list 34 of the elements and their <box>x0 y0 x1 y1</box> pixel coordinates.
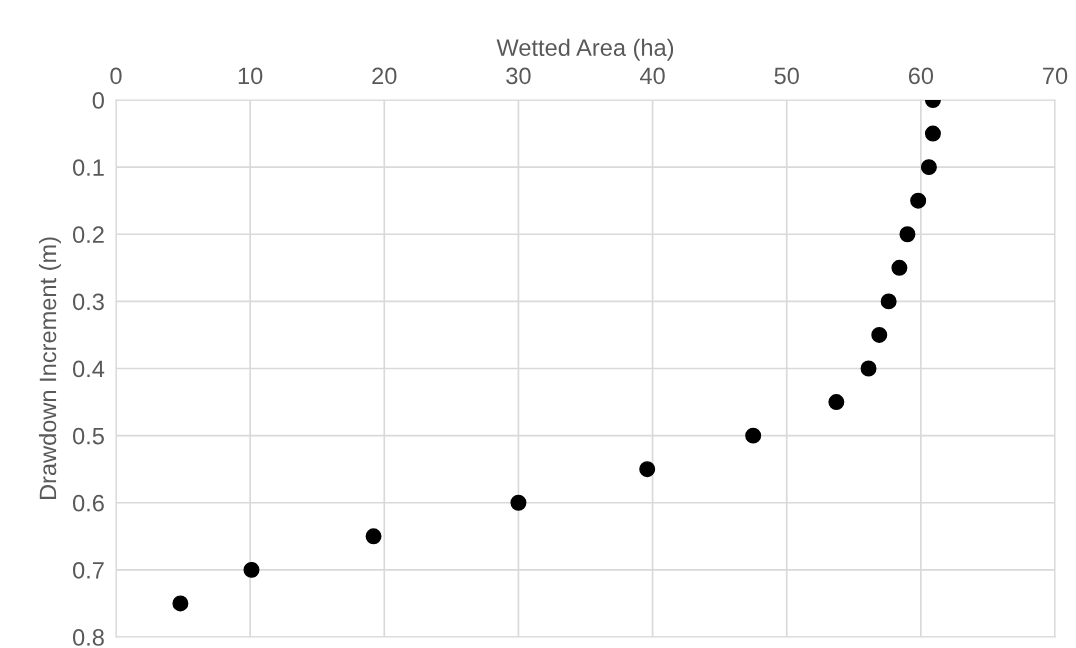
y-axis-title: Drawdown Increment (m) <box>38 237 61 500</box>
y-tick-label: 0.6 <box>72 494 104 512</box>
x-tick-label: 30 <box>506 67 531 85</box>
x-tick-label: 10 <box>238 67 263 85</box>
x-tick-label: 70 <box>1043 67 1068 85</box>
y-tick-label: 0 <box>92 92 104 109</box>
y-tick-label: 0.5 <box>72 427 104 445</box>
point <box>924 125 941 142</box>
x-tick-label: 50 <box>774 67 799 85</box>
point <box>745 427 762 444</box>
point <box>880 293 897 310</box>
y-tick-label: 0.8 <box>72 629 104 646</box>
point <box>899 226 916 243</box>
point <box>365 528 382 545</box>
y-tick-label: 0.4 <box>72 360 105 378</box>
x-tick-label: 20 <box>372 67 397 85</box>
point <box>639 461 656 478</box>
point <box>860 360 877 377</box>
y-tick-label: 0.2 <box>72 226 104 244</box>
x-tick-label: 60 <box>908 67 934 85</box>
point <box>871 326 888 343</box>
point <box>910 192 927 209</box>
point <box>920 159 937 176</box>
point <box>243 561 260 578</box>
point <box>172 595 189 612</box>
y-tick-label: 0.3 <box>72 293 104 311</box>
point <box>828 394 845 411</box>
x-tick-label: 40 <box>639 67 665 85</box>
point <box>510 494 527 511</box>
point <box>891 259 908 276</box>
x-axis-title: Wetted Area (ha) <box>496 38 674 61</box>
y-tick-label: 0.1 <box>72 159 104 176</box>
x-tick-label: 0 <box>110 67 122 85</box>
y-tick-label: 0.7 <box>72 561 104 579</box>
